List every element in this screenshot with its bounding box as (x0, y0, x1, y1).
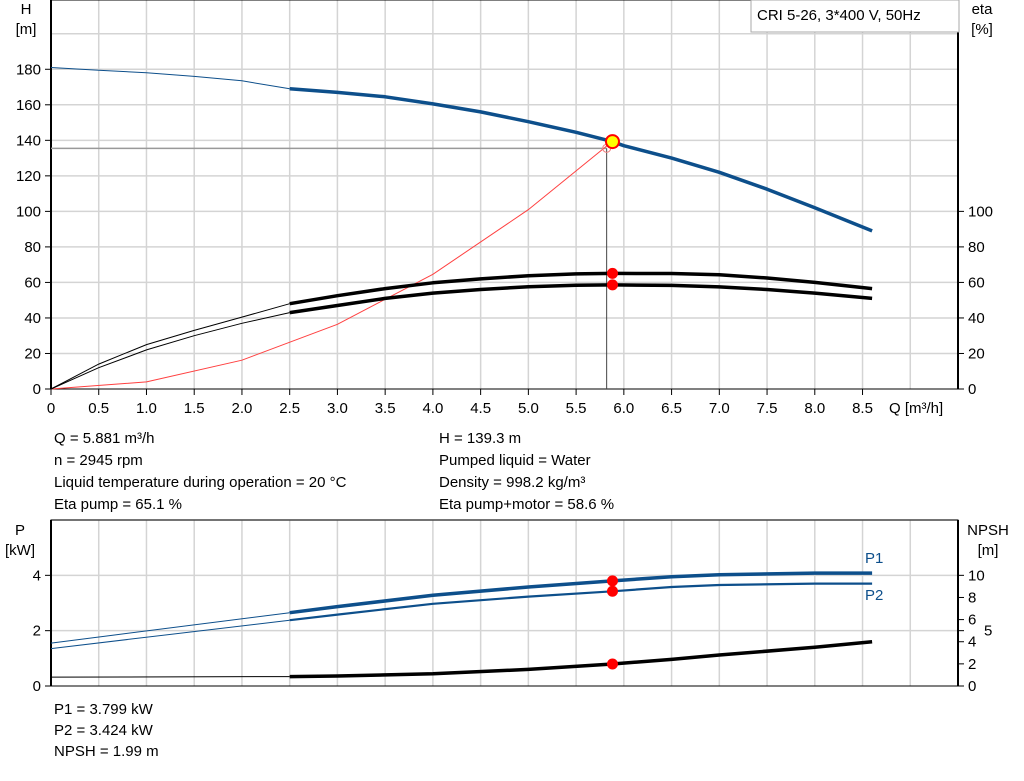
p-axis-label-name: P (15, 522, 25, 539)
npsh-axis-tick-label: 2 (968, 656, 976, 673)
q-axis-tick-label: 8.5 (852, 400, 873, 417)
npsh-axis-tick-label: 8 (968, 589, 976, 606)
q-axis-tick-label: 5.5 (566, 400, 587, 417)
p-axis-tick-label: 4 (33, 567, 41, 584)
bottom-frame (50, 519, 959, 687)
h-axis-tick-label: 80 (24, 239, 41, 256)
q-axis-tick-label: 6.0 (613, 400, 634, 417)
h-axis-tick-label: 0 (33, 381, 41, 398)
info-npsh: NPSH = 1.99 m (54, 743, 159, 760)
h-axis-tick-label: 140 (16, 132, 41, 149)
series-P2-thin (50, 619, 290, 650)
system-curve (50, 145, 608, 390)
q-axis-tick-label: 8.0 (804, 400, 825, 417)
series-NPSH-line (289, 639, 873, 679)
h-axis-tick-label: 100 (16, 203, 41, 220)
q-axis-tick-label: 1.0 (136, 400, 157, 417)
info-q: Q = 5.881 m³/h (54, 430, 155, 447)
info-eta-pump: Eta pump = 65.1 % (54, 496, 182, 513)
h-axis-tick-label: 180 (16, 61, 41, 78)
q-axis-tick-label: 2.0 (232, 400, 253, 417)
npsh-axis-tick-label: 6 (968, 612, 976, 629)
p-axis-tick-label: 0 (33, 678, 41, 695)
q-axis-tick-label: 7.0 (709, 400, 730, 417)
eta-axis-label-unit: [%] (971, 21, 993, 38)
series-eta_pump-line (289, 271, 873, 306)
q-axis-tick-label: 6.5 (661, 400, 682, 417)
h-axis-tick-label: 120 (16, 168, 41, 185)
top-frame (50, 0, 959, 390)
npsh-axis-tick-label: 4 (968, 634, 976, 651)
q-axis-tick-label: 7.5 (757, 400, 778, 417)
duty-point-p2 (606, 585, 618, 597)
series-label-p1: P1 (865, 550, 883, 567)
eta-axis-tick-label: 100 (968, 203, 993, 220)
series-H-line (289, 87, 873, 233)
duty-point-npsh (606, 658, 618, 670)
title-box (750, 0, 960, 33)
npsh-axis-label-unit: [m] (978, 542, 999, 559)
series-eta_pump_motor-line (289, 283, 873, 315)
q-axis-tick-label: 5.0 (518, 400, 539, 417)
duty-point-p1 (606, 575, 618, 587)
info-h: H = 139.3 m (439, 430, 522, 447)
q-axis-tick-label: 4.0 (422, 400, 443, 417)
info-eta-pump-motor: Eta pump+motor = 58.6 % (439, 496, 615, 513)
q-axis-tick-label: 1.5 (184, 400, 205, 417)
info-density: Density = 998.2 kg/m³ (439, 474, 586, 491)
q-axis-tick-label: 0.5 (88, 400, 109, 417)
series-eta_pump_motor-thin (50, 312, 290, 390)
series-P1-thin (50, 612, 290, 644)
p-axis-label-unit: [kW] (5, 542, 35, 559)
npsh-axis-tick-label: 0 (968, 678, 976, 695)
info-liquid: Pumped liquid = Water (439, 452, 591, 469)
series-H-thin (50, 67, 290, 90)
h-axis-label-name: H (21, 1, 32, 18)
series-NPSH-thin (50, 676, 290, 678)
q-axis-tick-label: 0 (47, 400, 55, 417)
info-temperature: Liquid temperature during operation = 20… (54, 474, 347, 491)
q-axis-tick-label: 3.0 (327, 400, 348, 417)
eta-axis-tick-label: 40 (968, 310, 985, 327)
h-axis-label-unit: [m] (16, 21, 37, 38)
npsh-axis-label-name: NPSH (967, 522, 1009, 539)
p-axis-tick-label: 2 (33, 623, 41, 640)
h-axis-tick-label: 40 (24, 310, 41, 327)
q-axis-label: Q [m³/h] (889, 400, 943, 417)
duty-point-eta-pump-motor (606, 279, 618, 291)
chart-title: CRI 5-26, 3*400 V, 50Hz (757, 7, 921, 24)
h-axis-tick-label: 20 (24, 345, 41, 362)
q-axis-tick-label: 3.5 (375, 400, 396, 417)
eta-axis-tick-label: 0 (968, 381, 976, 398)
npsh-axis-tick-label: 5 (984, 623, 992, 640)
info-p1: P1 = 3.799 kW (54, 701, 153, 718)
eta-axis-tick-label: 60 (968, 274, 985, 291)
duty-point-eta-pump (606, 267, 618, 279)
npsh-axis-tick-label: 10 (968, 567, 985, 584)
q-axis-tick-label: 2.5 (279, 400, 300, 417)
h-axis-tick-label: 60 (24, 274, 41, 291)
eta-axis-tick-label: 80 (968, 239, 985, 256)
series-eta_pump-thin (50, 303, 290, 390)
series-label-p2: P2 (865, 587, 883, 604)
q-axis-tick-label: 4.5 (470, 400, 491, 417)
info-p2: P2 = 3.424 kW (54, 722, 153, 739)
eta-axis-label-name: eta (972, 1, 994, 18)
info-speed: n = 2945 rpm (54, 452, 143, 469)
eta-axis-tick-label: 20 (968, 345, 985, 362)
duty-point-head (604, 134, 620, 150)
h-axis-tick-label: 160 (16, 97, 41, 114)
